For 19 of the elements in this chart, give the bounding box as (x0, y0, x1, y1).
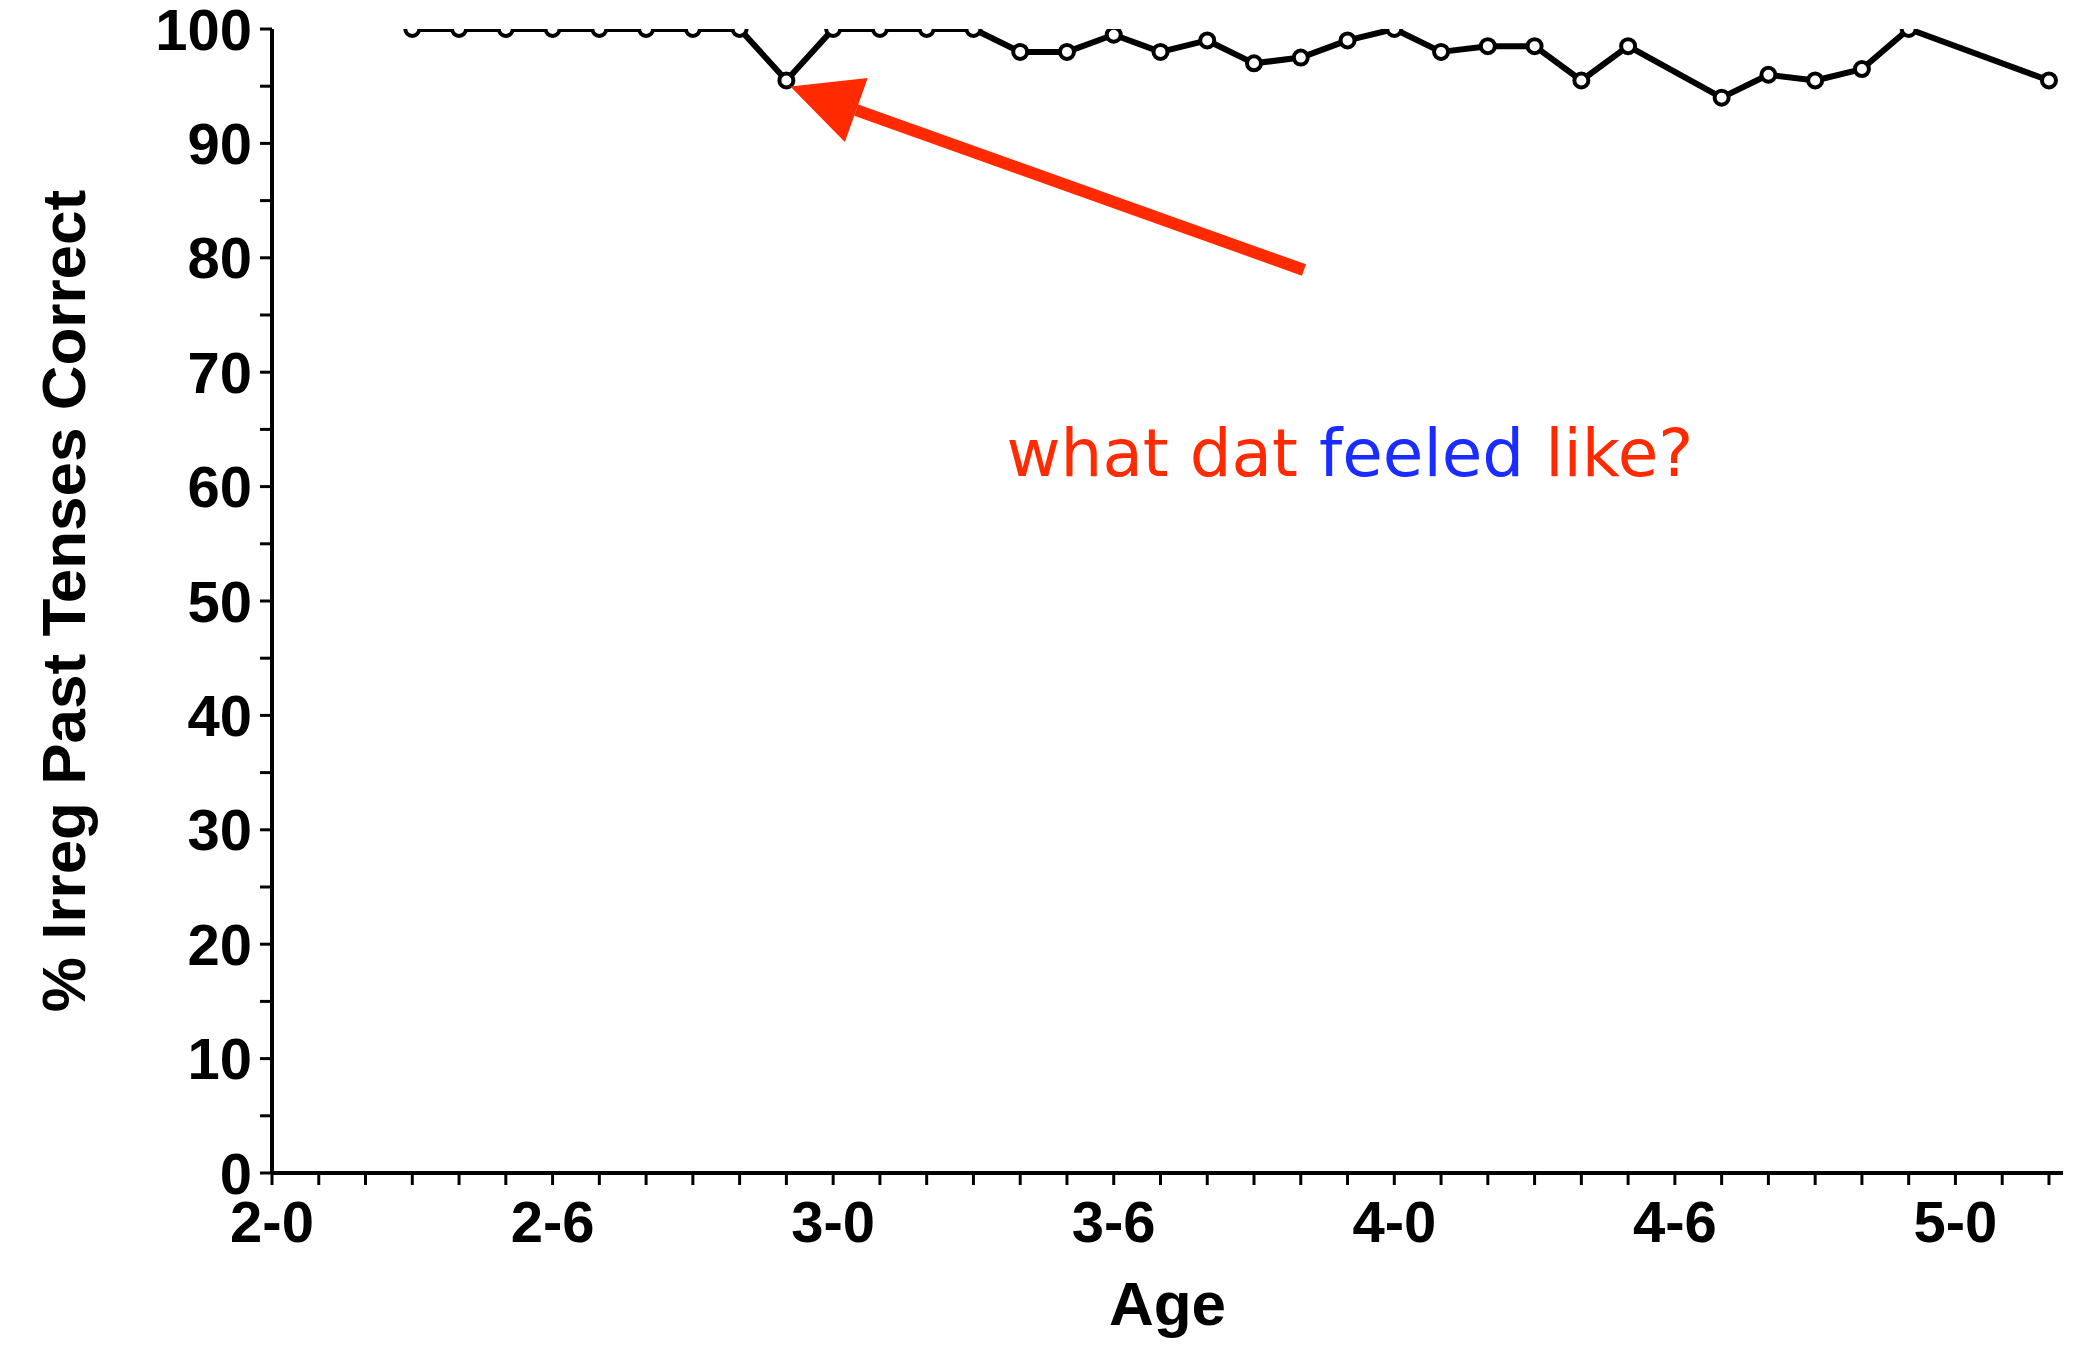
y-tick-label: 40 (187, 682, 252, 748)
x-tick-label: 5-0 (1913, 1189, 1998, 1255)
y-tick-label: 10 (187, 1026, 252, 1092)
y-tick-label: 20 (187, 911, 252, 977)
y-tick-label: 90 (187, 110, 252, 176)
x-tick-label: 2-6 (510, 1189, 595, 1255)
y-tick-label: 100 (155, 0, 252, 62)
y-tick-label: 60 (187, 454, 252, 520)
x-tick-label: 4-0 (1352, 1189, 1437, 1255)
y-tick-label: 50 (187, 568, 252, 634)
x-axis-title: Age (1108, 1269, 1227, 1338)
y-tick-label: 80 (187, 225, 252, 291)
y-tick-label: 30 (187, 797, 252, 863)
x-tick-label: 3-0 (791, 1189, 876, 1255)
y-axis-title: % Irreg Past Tenses Correct (29, 189, 99, 1013)
x-tick-label: 3-6 (1071, 1189, 1156, 1255)
annotation: what dat feeled like? (1006, 415, 1694, 492)
x-tick-label: 4-6 (1632, 1189, 1717, 1255)
y-tick-label: 70 (187, 339, 252, 405)
